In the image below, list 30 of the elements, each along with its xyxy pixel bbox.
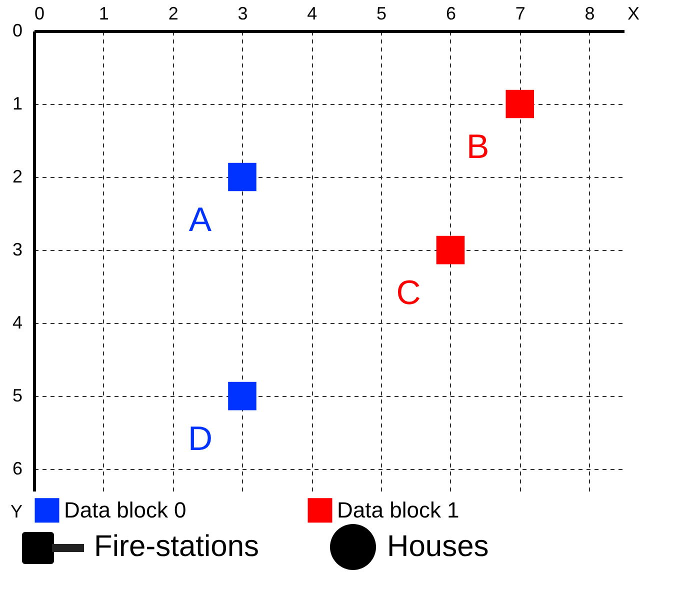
x-tick-label: 7	[515, 4, 526, 24]
x-tick-label: 8	[584, 4, 595, 24]
y-tick-label: 1	[12, 94, 22, 114]
text: Fire-stations	[94, 530, 260, 564]
annotation: A	[188, 201, 212, 240]
point	[228, 162, 256, 192]
x-tick-label: 2	[168, 4, 178, 24]
x-tick-label: 3	[238, 4, 248, 24]
annotation: D	[188, 420, 213, 458]
x-tick-label: 1	[98, 4, 109, 24]
annotation: C	[396, 274, 421, 312]
y-tick-label: 4	[12, 312, 22, 333]
y-tick-label: 2	[12, 166, 22, 187]
x-tick-label: 5	[376, 4, 387, 24]
y-axis-title: Y	[10, 502, 23, 522]
x-tick-label: 4	[307, 4, 318, 24]
point	[228, 382, 256, 410]
x-tick-label: 0	[34, 4, 45, 24]
x-tick-label: 6	[446, 4, 456, 24]
legend-label: Data block 0	[64, 497, 186, 522]
legend-label: Data block 1	[337, 497, 460, 522]
annotation: B	[466, 128, 490, 166]
y-tick-label: 3	[12, 240, 22, 260]
point	[436, 236, 465, 264]
y-tick-label: 0	[12, 20, 22, 40]
text: Houses	[387, 530, 489, 564]
y-tick-label: 5	[12, 386, 22, 406]
x-axis-title: X	[627, 4, 640, 24]
y-tick-label: 6	[12, 458, 22, 479]
point	[506, 90, 534, 118]
